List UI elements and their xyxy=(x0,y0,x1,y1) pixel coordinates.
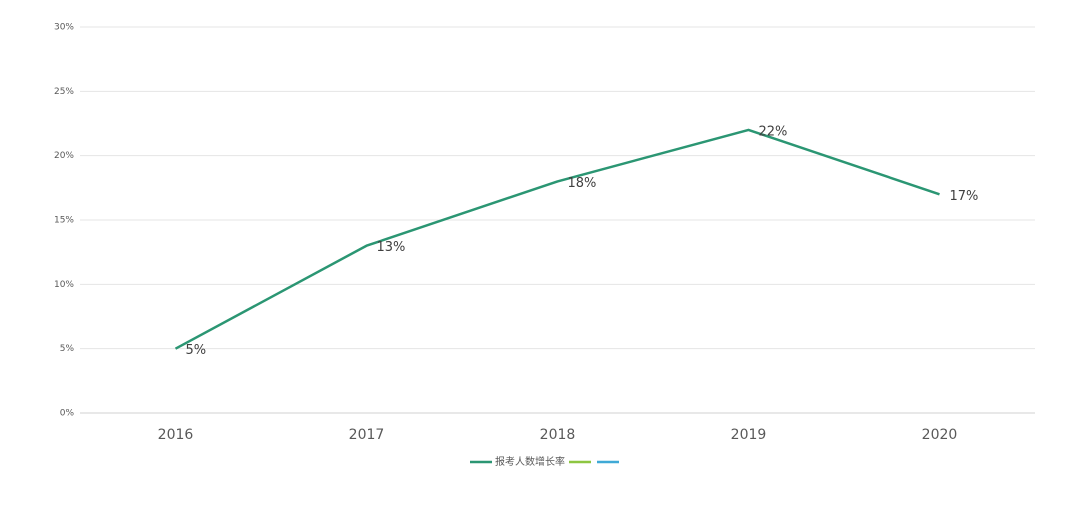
line xyxy=(174,128,940,350)
data-label: 5% xyxy=(186,343,207,358)
data-label: 18% xyxy=(568,176,597,191)
x-tick-label: 2016 xyxy=(158,427,194,443)
legend-label: 报考人数增长率 xyxy=(495,455,565,468)
y-tick-label: 30% xyxy=(54,23,74,33)
x-tick-label: 2018 xyxy=(540,427,576,443)
y-tick-label: 5% xyxy=(60,344,75,354)
x-tick-label: 2020 xyxy=(922,427,958,443)
y-tick-label: 0% xyxy=(60,409,75,419)
data-label: 13% xyxy=(377,240,406,255)
y-tick-label: 10% xyxy=(54,280,74,290)
y-tick-label: 15% xyxy=(54,216,74,226)
data-label: 22% xyxy=(759,124,788,139)
y-tick-label: 25% xyxy=(54,87,74,97)
x-tick-label: 2017 xyxy=(349,427,385,443)
y-tick-label: 20% xyxy=(54,151,74,161)
x-tick-label: 2019 xyxy=(731,427,767,443)
data-label: 17% xyxy=(950,189,979,204)
